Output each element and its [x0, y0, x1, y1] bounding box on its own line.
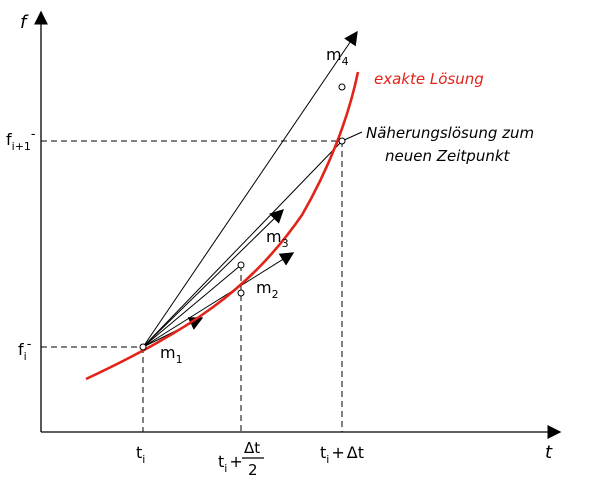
- guide-lines: [41, 140, 343, 432]
- approx-label-line2: neuen Zeitpunkt: [385, 147, 511, 165]
- x-tick-end: ti + Δt: [320, 443, 364, 466]
- point-approx: [338, 137, 346, 145]
- m2-line: [142, 252, 295, 348]
- svg-text:Δt: Δt: [244, 439, 260, 457]
- x-tick-mid: ti + Δt 2: [218, 439, 264, 479]
- approx-line: [142, 140, 343, 348]
- slope-lines: [142, 30, 363, 348]
- y-tick-fi: fi-: [18, 337, 32, 363]
- point-m4: [338, 83, 346, 91]
- exact-solution-curve: [85, 71, 360, 381]
- slope-label-m4: m4: [326, 45, 349, 68]
- slope-label-m1: m1: [160, 343, 183, 366]
- y-tick-fi1: fi+1-: [6, 127, 36, 153]
- slope-label-m2: m2: [256, 278, 279, 301]
- x-axis-label: t: [545, 442, 553, 463]
- x-tick-ti: ti: [136, 443, 145, 466]
- y-axis-label: f: [20, 12, 29, 33]
- svg-text:ti+: ti +: [218, 452, 243, 475]
- m3-line: [142, 264, 242, 348]
- point-start: [139, 343, 147, 351]
- m4-line: [142, 30, 358, 348]
- exact-solution-label: exakte Lösung: [374, 70, 484, 88]
- point-m2: [237, 289, 245, 297]
- points: [139, 83, 346, 351]
- point-m3: [237, 261, 245, 269]
- svg-text:2: 2: [248, 461, 258, 479]
- m3-short-line: [142, 209, 285, 348]
- approx-leader: [341, 131, 363, 142]
- approx-label-line1: Näherungslösung zum: [366, 124, 534, 142]
- slope-label-m3: m3: [266, 227, 289, 250]
